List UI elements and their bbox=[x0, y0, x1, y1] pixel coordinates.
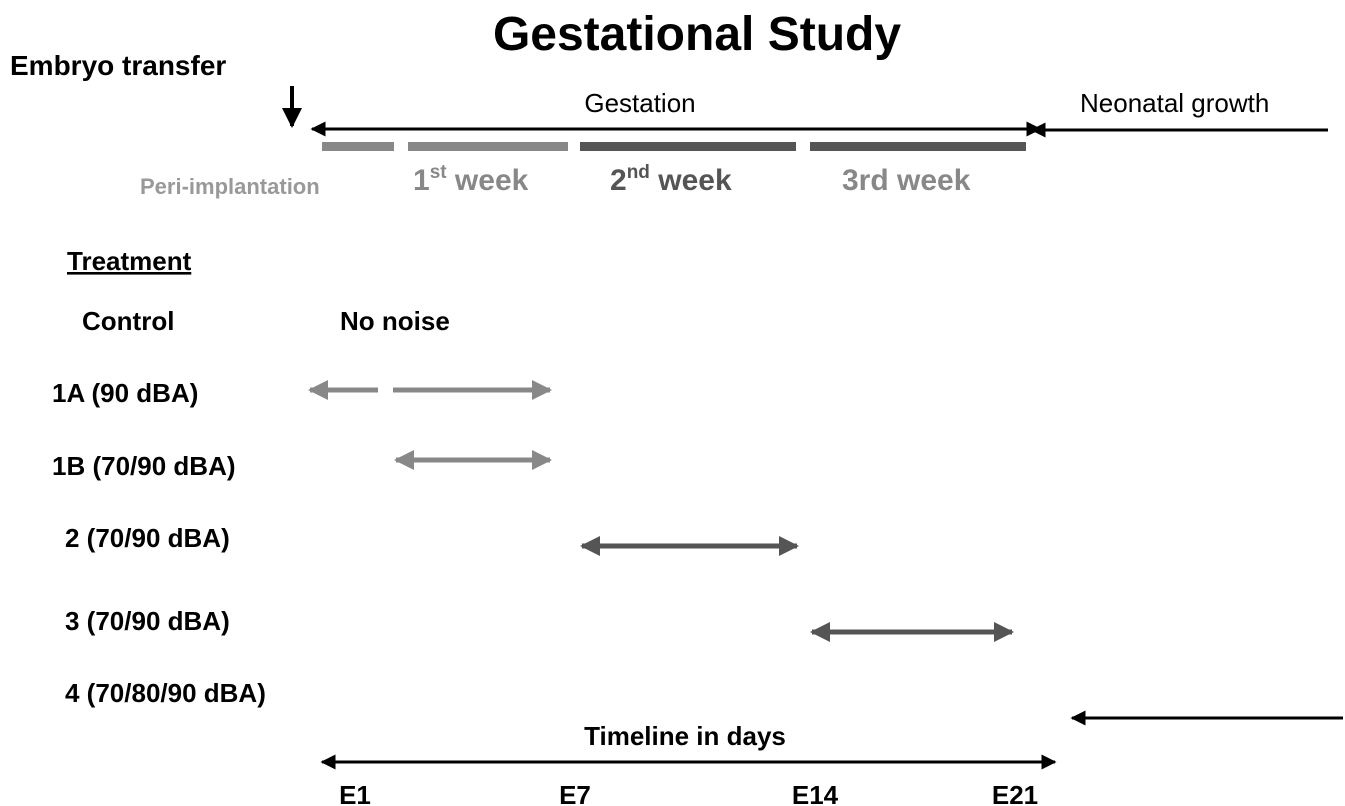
row-label: 1B (70/90 dBA) bbox=[52, 451, 236, 481]
phase-label: Peri-implantation bbox=[140, 174, 320, 199]
row-label: 4 (70/80/90 dBA) bbox=[65, 678, 266, 708]
treatment-heading: Treatment bbox=[67, 246, 192, 276]
day-label: E21 bbox=[992, 780, 1038, 806]
phase-label: 3rd week bbox=[842, 164, 971, 197]
sup: st bbox=[430, 162, 448, 183]
day-label: E7 bbox=[559, 780, 591, 806]
phase-label: 2nd week bbox=[610, 162, 732, 197]
gestation-label: Gestation bbox=[584, 88, 695, 118]
word: week bbox=[447, 164, 529, 197]
row-label: 2 (70/90 dBA) bbox=[65, 523, 230, 553]
title: Gestational Study bbox=[493, 8, 901, 61]
day-label: E14 bbox=[792, 780, 839, 806]
row-label: 1A (90 dBA) bbox=[52, 378, 198, 408]
phase-bar bbox=[810, 142, 1026, 151]
row-label: 3 (70/90 dBA) bbox=[65, 606, 230, 636]
row-label: Control bbox=[82, 306, 174, 336]
phase-bar bbox=[408, 142, 568, 151]
num: 1 bbox=[413, 164, 430, 197]
day-label: E1 bbox=[339, 780, 371, 806]
embryo-transfer: Embryo transfer bbox=[10, 50, 226, 81]
row-note: No noise bbox=[340, 306, 450, 336]
timeline-title: Timeline in days bbox=[584, 721, 786, 751]
sup: nd bbox=[627, 162, 650, 183]
phase-bar bbox=[580, 142, 796, 151]
phase-label: 1st week bbox=[413, 162, 529, 197]
phase-bar bbox=[322, 142, 394, 151]
neonatal-label: Neonatal growth bbox=[1080, 88, 1269, 118]
num: 2 bbox=[610, 164, 627, 197]
word: week bbox=[650, 164, 732, 197]
